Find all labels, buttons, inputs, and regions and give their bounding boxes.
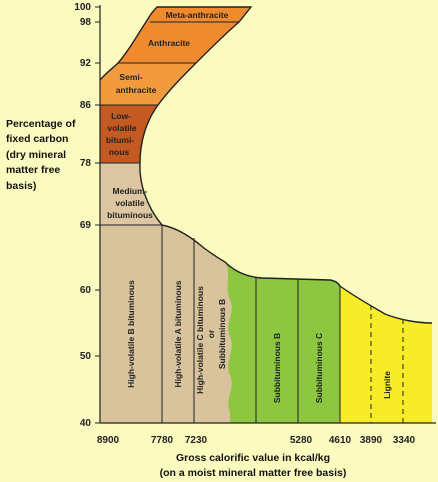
bituminous-area: [100, 225, 232, 423]
label-subbituminous-b: Subbituminous B: [272, 333, 282, 403]
x-tick-3890: 3890: [360, 435, 383, 446]
label-low-volatile-2: volatile: [107, 123, 137, 133]
label-medium-volatile-1: Medium-: [113, 186, 148, 196]
y-axis-title-line-5: basis): [6, 180, 36, 192]
subbituminous-area: [225, 262, 340, 423]
label-high-volatile-b: High-volatile B bituminous: [126, 280, 136, 388]
y-tick-98: 98: [80, 17, 92, 28]
anthracite-area: [118, 22, 239, 63]
y-axis-title-line-4: matter free: [6, 164, 60, 176]
label-lignite: Lignite: [382, 371, 392, 399]
x-tick-5280: 5280: [290, 435, 313, 446]
label-low-volatile-4: nous: [109, 147, 130, 157]
x-tick-3340: 3340: [393, 435, 416, 446]
medium-volatile-area: [100, 163, 162, 225]
label-medium-volatile-2: volatile: [115, 198, 145, 208]
label-low-volatile-1: Low-: [111, 111, 131, 121]
semi-anthracite-area: [100, 63, 196, 105]
x-tick-4610: 4610: [329, 435, 352, 446]
x-tick-8900: 8900: [97, 435, 120, 446]
label-high-volatile-c-1: High-volatile C bituminous: [195, 286, 205, 394]
label-high-volatile-c-3: Subbituminous B: [217, 299, 227, 369]
calorific-separators: [161, 225, 341, 423]
label-low-volatile-3: bitumi-: [106, 135, 134, 145]
dashed-separators: [370, 305, 404, 423]
y-tick-78: 78: [80, 158, 92, 169]
y-tick-60: 60: [80, 285, 92, 296]
y-tick-marks: [95, 6, 100, 424]
label-meta-anthracite: Meta-anthracite: [166, 10, 229, 20]
low-volatile-area: [100, 105, 158, 163]
label-high-volatile-a: High-volatile A bituminous: [173, 280, 183, 387]
y-axis-title-line-3: (dry mineral: [6, 149, 66, 161]
y-tick-40: 40: [80, 418, 92, 429]
y-tick-50: 50: [80, 351, 92, 362]
label-medium-volatile-3: bituminous: [107, 210, 153, 220]
x-tick-7230: 7230: [185, 435, 208, 446]
x-tick-7780: 7780: [151, 435, 174, 446]
y-tick-69: 69: [80, 220, 92, 231]
label-anthracite: Anthracite: [148, 38, 190, 48]
label-high-volatile-c-2: or: [206, 329, 216, 338]
x-axis-title-line-2: (on a moist mineral matter free basis): [160, 467, 347, 479]
y-axis-title-line-2: fixed carbon: [6, 133, 68, 145]
axes: [99, 5, 436, 424]
y-tick-92: 92: [80, 58, 92, 69]
meta-anthracite-area: [146, 7, 251, 22]
x-axis-title-line-1: Gross calorific value in kcal/kg: [176, 452, 330, 464]
y-axis-title-line-1: Percentage of: [6, 118, 76, 130]
label-semi-anthracite-2: anthracite: [116, 85, 157, 95]
label-subbituminous-c: Subbituminous C: [314, 333, 324, 403]
rank-separators: [100, 21, 239, 226]
y-tick-86: 86: [80, 100, 92, 111]
lignite-area: [340, 286, 432, 423]
y-tick-100: 100: [74, 2, 91, 13]
label-semi-anthracite-1: Semi-: [119, 72, 142, 82]
